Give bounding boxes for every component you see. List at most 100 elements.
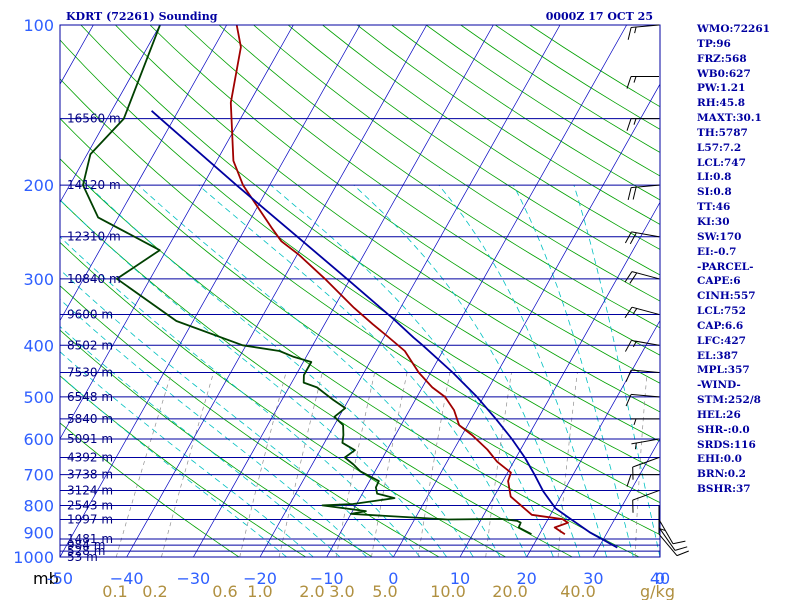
wind-barb-flag [632,341,637,348]
isotherm-line [193,25,494,557]
isotherm-line [60,25,361,557]
wind-barbs [624,24,689,557]
sounding-index-value: SHR-:0.0 [697,423,750,436]
mixing-ratio-tick-label: 0.2 [142,582,167,600]
wind-barb-flag [629,232,637,245]
grid-lines [60,25,660,557]
mixing-ratio-line [161,372,214,557]
isotherm-line [326,25,627,557]
wind-barb [625,393,660,407]
sounding-index-value: KI:30 [697,215,730,228]
wind-barb-flag [634,442,637,450]
mixing-ratio-tick-label: 20.0 [492,582,528,600]
pressure-tick-label: 800 [23,496,54,515]
wind-barb [626,76,659,89]
sounding-index-value: CINH:557 [697,290,756,303]
temperature-tick-label: −20 [243,569,277,588]
wind-barb-flag [625,369,632,382]
wind-barb-flag [626,474,632,487]
height-level-label: 4392 m [67,450,113,464]
wind-barb-flag [626,118,632,131]
wind-barb-flag [627,187,632,201]
height-level-label: 5840 m [67,412,113,426]
height-level-label: 1481 m [67,532,113,546]
sounding-index-value: TT:46 [697,201,731,214]
sounding-index-value: EHI:0.0 [697,453,742,466]
wind-barb-flag [674,546,688,551]
temperature-tick-label: 40 [650,569,670,588]
pressure-tick-label: 900 [23,524,54,543]
wind-barb [632,490,660,513]
isotherm-line [526,319,660,557]
mixing-ratio-tick-label: 3.0 [329,582,354,600]
sounding-index-value: L57:7.2 [697,141,742,154]
sounding-index-value: LCL:747 [697,156,746,169]
temperature-tick-label: 20 [516,569,536,588]
parcel-path-trace [151,110,618,549]
pressure-tick-label: 500 [23,388,54,407]
height-level-label: 5091 m [67,432,113,446]
wind-barb-flag [633,418,637,426]
temperature-tick-label: 30 [583,569,603,588]
wind-barb [624,271,660,284]
pressure-tick-label: 100 [23,16,54,35]
wind-barb-flag [632,308,638,315]
sounding-index-value: WMO:72261 [697,23,770,35]
moist-adiabat-line [60,236,421,557]
wind-barb [626,118,659,131]
pressure-tick-label: 600 [23,430,54,449]
wind-barb-flag [624,306,633,319]
sounding-index-value: EI:-0.7 [697,245,737,258]
wind-barb [624,306,660,319]
mixing-ratio-tick-label: 2.0 [299,582,324,600]
wind-barb-flag [626,76,632,89]
sounding-index-value: EL:387 [697,349,739,362]
mixing-ratio-tick-label: 10.0 [430,582,466,600]
mixing-ratio-line [634,372,648,557]
wind-barb [632,457,660,480]
sounding-index-value: TP:96 [697,37,731,50]
mixing-ratio-line [557,372,578,557]
wind-barb [625,369,660,382]
pressure-tick-label: 400 [23,336,54,355]
sounding-index-value: BSHR:37 [697,483,751,496]
wind-barb-flag [624,231,632,244]
sounding-index-value: WB0:627 [697,67,751,80]
wind-barb-flag [634,26,637,34]
sounding-index-value: TH:5787 [697,126,748,139]
height-level-label: 1997 m [67,512,113,526]
wind-barb-flag [672,540,686,545]
temperature-tick-label: 0 [388,569,398,588]
temperature-tick-label: −30 [176,569,210,588]
sounding-index-value: -WIND- [697,379,741,392]
height-level-label: 16560 m [67,112,121,126]
sounding-index-value: CAP:6.6 [697,319,744,332]
height-level-label: 53 m [67,550,98,564]
sounding-index-value: CAPE:6 [697,275,741,288]
sounding-indices-panel: WMO:72261 TP:96 FRZ:568 WB0:627 PW:1.21 RH:45… [697,22,800,497]
sounding-index-value: FRZ:568 [697,52,747,65]
wind-barb [631,438,660,450]
isotherm-line [259,25,561,557]
temperature-tick-label: 0 [655,569,665,588]
wind-barb [624,339,660,352]
moist-adiabat-line [60,269,394,557]
height-level-label: 7530 m [67,366,113,380]
height-level-label: 2543 m [67,498,113,512]
pressure-tick-label: 1000 [13,548,54,567]
mixing-ratio-tick-label: 1.0 [247,582,272,600]
sounding-index-value: MAXT:30.1 [697,112,762,125]
wind-barb-flag [625,394,632,407]
wind-barb [658,519,686,545]
wind-barb [627,184,660,201]
dewpoint-trace [82,25,532,535]
wind-barb [658,527,688,551]
temperature-tick-label: −10 [310,569,344,588]
mixing-ratio-unit: g/kg [640,582,675,600]
mixing-ratio-tick-label: 0.1 [102,582,127,600]
height-level-label: 6548 m [67,390,113,404]
wind-barb-flag [624,271,633,283]
wind-barb-flag [629,272,638,284]
